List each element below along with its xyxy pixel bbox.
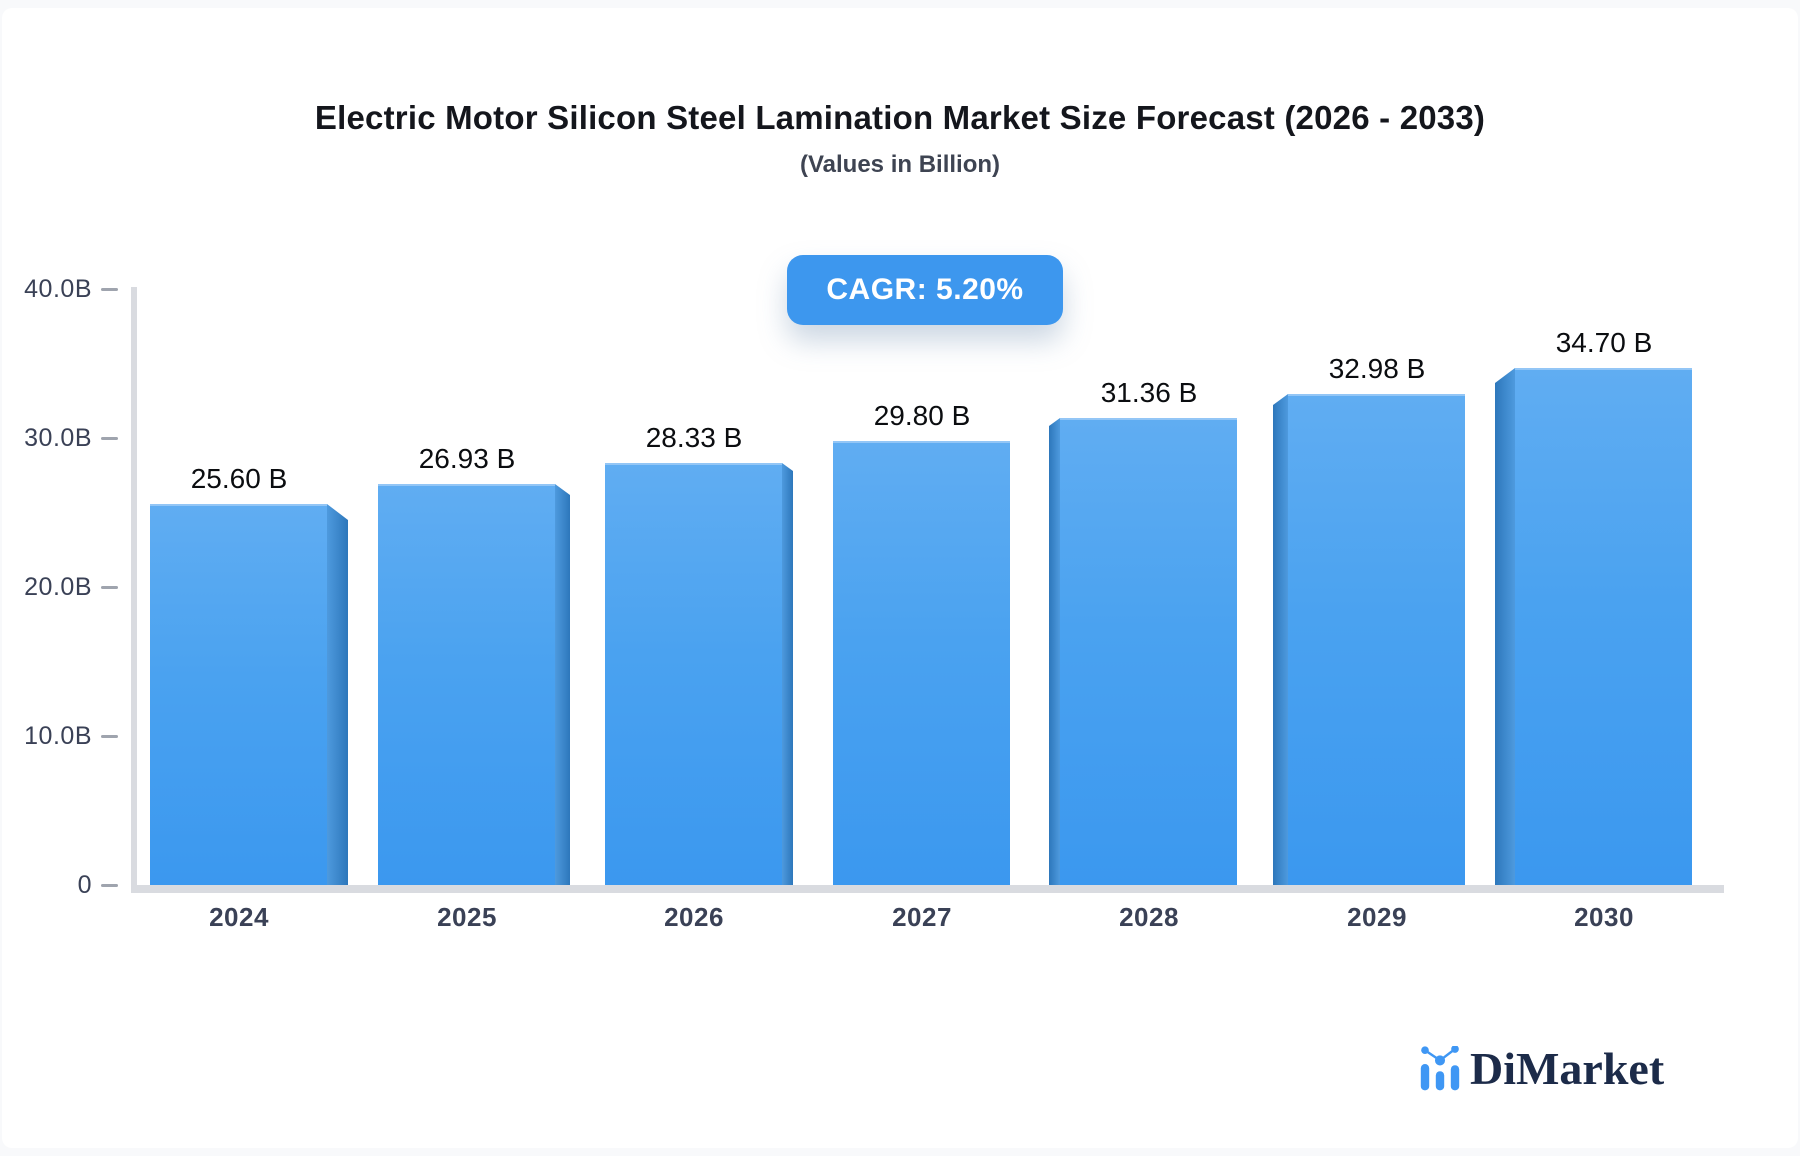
bar-side-2024 bbox=[327, 504, 348, 885]
x-axis-label-2026: 2026 bbox=[664, 902, 724, 932]
x-axis-label-2025: 2025 bbox=[437, 902, 497, 932]
bar-side-2028 bbox=[1049, 418, 1060, 885]
chart-title: Electric Motor Silicon Steel Lamination … bbox=[314, 99, 1486, 136]
bar-2030[interactable] bbox=[1515, 368, 1692, 885]
bar-value-label-2030: 34.70 B bbox=[1555, 327, 1653, 358]
bar-value-label-2024: 25.60 B bbox=[190, 463, 288, 494]
y-tick-dash bbox=[101, 586, 118, 589]
dimarket-logo[interactable]: DiMarket bbox=[1418, 1044, 1664, 1094]
y-tick-label: 0 bbox=[77, 871, 92, 899]
y-tick-label: 20.0B bbox=[24, 573, 92, 601]
y-tick-label: 10.0B bbox=[24, 722, 92, 750]
x-axis-label-2030: 2030 bbox=[1574, 902, 1634, 932]
bar-value-label-2025: 26.93 B bbox=[418, 443, 516, 474]
mini-bar-line-chart-icon bbox=[1420, 1046, 1460, 1091]
x-axis-label-2024: 2024 bbox=[209, 902, 269, 932]
y-tick-dash bbox=[101, 884, 118, 887]
bar-value-label-2028: 31.36 B bbox=[1100, 377, 1198, 408]
y-tick-dash bbox=[101, 735, 118, 738]
y-tick-dash bbox=[101, 437, 118, 440]
bar-side-2025 bbox=[555, 484, 570, 885]
bar-2028[interactable] bbox=[1060, 418, 1237, 885]
y-axis-line bbox=[131, 287, 137, 893]
y-tick-label: 40.0B bbox=[24, 275, 92, 303]
bar-side-2029 bbox=[1273, 394, 1288, 885]
cagr-badge: CAGR: 5.20% bbox=[787, 255, 1063, 325]
bar-side-2030 bbox=[1495, 368, 1515, 885]
x-axis-baseline bbox=[131, 885, 1724, 893]
bar-side-2026 bbox=[782, 463, 793, 885]
y-tick-label: 30.0B bbox=[24, 424, 92, 452]
chart-subtitle: (Values in Billion) bbox=[799, 151, 1001, 178]
x-axis-label-2029: 2029 bbox=[1347, 902, 1407, 932]
bar-2027[interactable] bbox=[833, 441, 1010, 885]
bar-2029[interactable] bbox=[1288, 394, 1465, 885]
bar-value-label-2026: 28.33 B bbox=[645, 422, 743, 453]
dimarket-logo-text: DiMarket bbox=[1470, 1043, 1665, 1094]
bar-2026[interactable] bbox=[605, 463, 782, 885]
x-axis-label-2028: 2028 bbox=[1119, 902, 1179, 932]
bar-value-label-2029: 32.98 B bbox=[1328, 353, 1426, 384]
bar-value-label-2027: 29.80 B bbox=[873, 400, 971, 431]
x-axis-label-2027: 2027 bbox=[892, 902, 952, 932]
bar-2024[interactable] bbox=[150, 504, 327, 885]
bar-2025[interactable] bbox=[378, 484, 555, 885]
y-tick-dash bbox=[101, 288, 118, 291]
cagr-badge-label: CAGR: 5.20% bbox=[826, 273, 1024, 306]
